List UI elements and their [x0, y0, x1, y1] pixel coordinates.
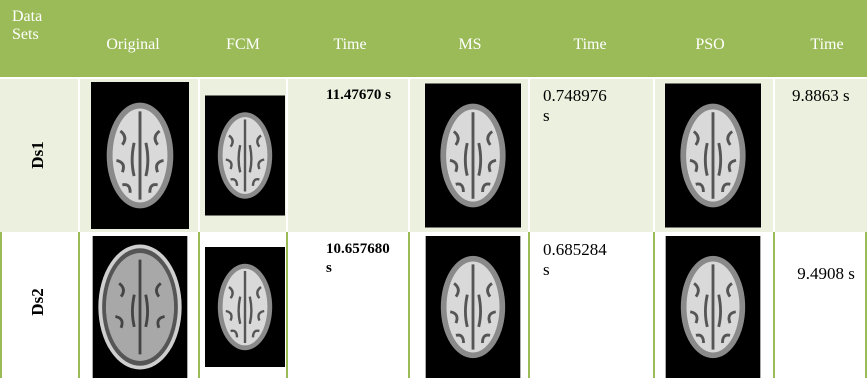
image: [205, 236, 285, 378]
time-cell: 11.47670 s: [326, 86, 392, 105]
grid-line: [0, 232, 2, 378]
grid-line: [286, 232, 288, 378]
image: [88, 236, 192, 378]
grid-line: [528, 232, 530, 378]
row-label: Ds2: [28, 282, 48, 322]
table: Data Sets Original FCM Time MS Time PSO …: [0, 0, 867, 378]
header-cell: FCM: [193, 36, 293, 54]
image: [665, 82, 761, 229]
time-cell: 9.4908 s: [795, 264, 857, 284]
time-cell: 0.748976 s: [543, 86, 617, 126]
image: [665, 236, 761, 378]
header-cell: PSO: [660, 36, 760, 54]
time-cell: 9.8863 s: [792, 86, 854, 106]
grid-line: [78, 232, 80, 378]
grid-line: [653, 232, 655, 378]
header-cell: Time: [300, 36, 400, 54]
image: [425, 236, 521, 378]
time-cell: 0.685284 s: [543, 240, 617, 280]
header-cell: Original: [83, 36, 183, 54]
image: [88, 82, 192, 229]
image: [205, 82, 285, 229]
header-cell: MS: [420, 36, 520, 54]
header-cell: Time: [540, 36, 640, 54]
time-cell: 10.657680s: [326, 240, 392, 278]
grid-line: [198, 232, 200, 378]
image: [425, 82, 521, 229]
grid-line: [773, 232, 775, 378]
header-cell: Time: [777, 36, 867, 54]
header-cell: Data Sets: [12, 8, 72, 44]
grid-line: [408, 232, 410, 378]
row-label: Ds1: [28, 135, 48, 175]
